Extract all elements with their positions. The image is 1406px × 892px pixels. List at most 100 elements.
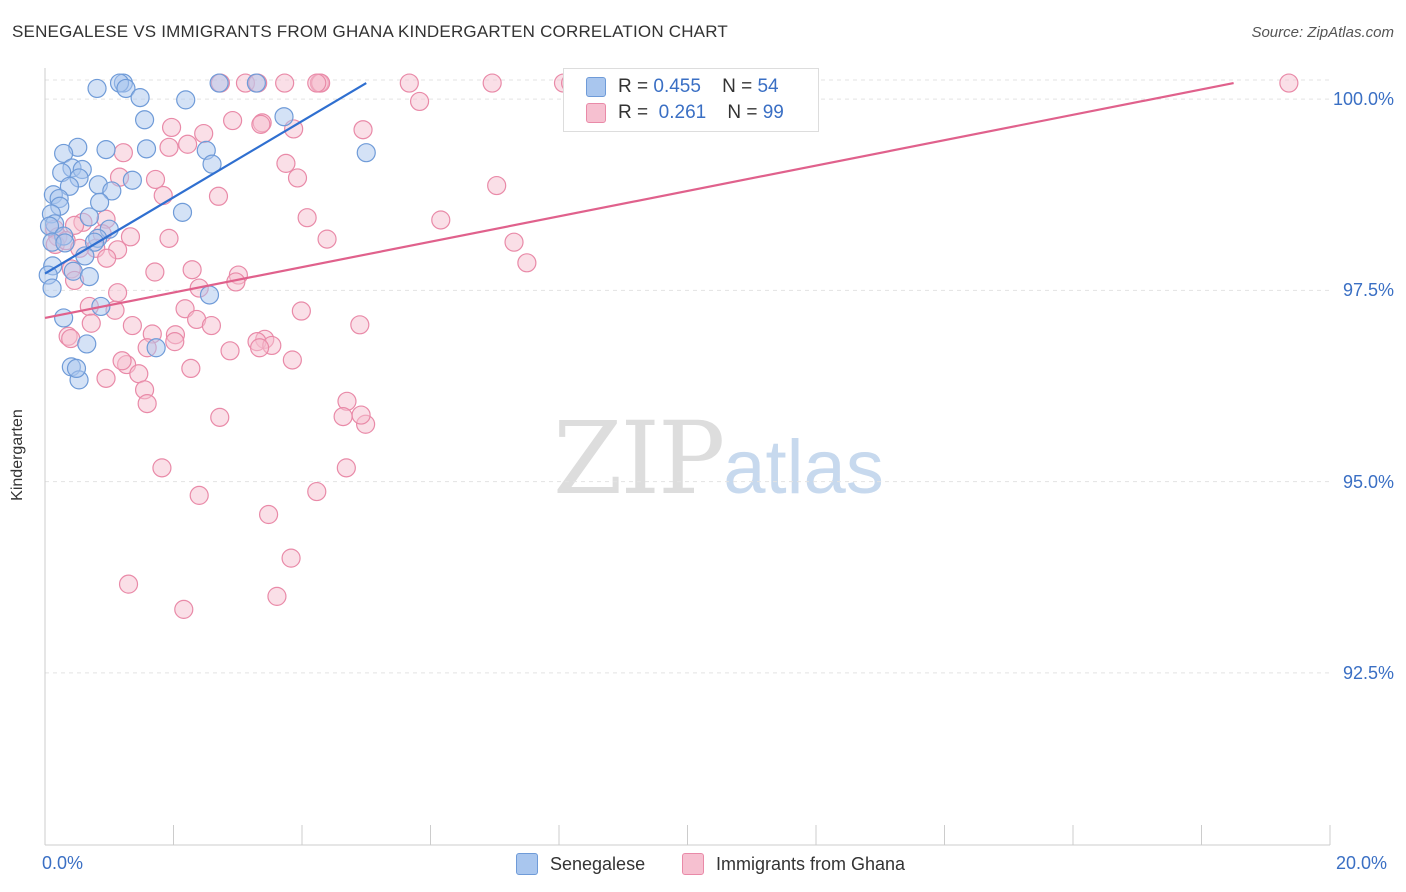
senegalese-point — [116, 78, 136, 99]
ghana-point — [267, 586, 287, 606]
ghana-point — [201, 315, 222, 336]
ghana-point — [317, 229, 337, 249]
senegalese-point — [42, 278, 62, 298]
chart-title: SENEGALESE VS IMMIGRANTS FROM GHANA KIND… — [12, 22, 728, 41]
ghana-point — [504, 232, 524, 252]
legend-r-value: 0.261 — [658, 102, 707, 123]
senegalese-point — [87, 78, 107, 99]
bottom-legend-swatch-pink — [682, 853, 704, 875]
senegalese-point — [54, 308, 74, 328]
ghana-point — [281, 548, 301, 568]
ghana-point — [165, 332, 185, 352]
ghana-point — [258, 504, 279, 525]
ghana-point — [333, 407, 353, 427]
y-tick-label: 97.5% — [1342, 280, 1394, 301]
legend-r-label: R = — [618, 102, 649, 123]
ghana-point — [350, 315, 370, 335]
ghana-point — [161, 117, 182, 138]
ghana-point — [276, 153, 296, 173]
senegalese-point — [199, 285, 220, 305]
senegalese-point — [54, 143, 74, 164]
legend-r-value: 0.455 — [653, 76, 701, 97]
legend-n-value: 54 — [757, 76, 779, 97]
senegalese-point — [122, 170, 142, 190]
legend-row-senegalese: R = 0.455 N = 54 — [586, 74, 779, 100]
ghana-point — [137, 393, 157, 414]
senegalese-point — [246, 73, 266, 93]
legend-swatch-blue — [586, 77, 606, 97]
series-immigrants-from-ghana — [45, 73, 1299, 619]
ghana-point — [159, 137, 179, 157]
source-credit: Source: ZipAtlas.com — [1251, 24, 1394, 41]
senegalese-point — [274, 107, 294, 127]
ghana-point — [287, 168, 308, 188]
senegalese-point — [55, 233, 75, 253]
ghana-point — [96, 368, 116, 388]
ghana-point — [336, 458, 356, 478]
ghana-point — [307, 73, 327, 93]
ghana-point — [399, 73, 419, 93]
ghana-point — [145, 169, 166, 190]
axes — [44, 68, 1331, 846]
ghana-point — [351, 405, 371, 425]
legend-r-label: R = — [618, 76, 649, 97]
legend-row-ghana: R = 0.261 N = 99 — [586, 100, 784, 126]
ghana-point — [122, 315, 142, 336]
senegalese-point — [130, 87, 150, 108]
correlation-legend: R = 0.455 N = 54 R = 0.261 N = 99 — [563, 68, 819, 132]
x-tick-label-max: 20.0% — [1336, 853, 1388, 873]
ghana-point — [112, 351, 132, 371]
ghana-point — [223, 110, 243, 131]
ghana-point — [297, 208, 317, 228]
y-tick-label: 100.0% — [1332, 89, 1394, 110]
ghana-point — [81, 313, 101, 333]
watermark-atlas: atlas — [723, 425, 884, 510]
senegalese-point — [79, 207, 99, 227]
senegalese-point — [63, 261, 83, 281]
senegalese-point — [134, 110, 155, 130]
senegalese-point — [96, 140, 116, 160]
legend-n-label: N = — [722, 76, 753, 97]
ghana-point — [208, 186, 229, 206]
ghana-point — [153, 185, 173, 206]
ghana-point — [178, 134, 198, 154]
bottom-legend-swatch-blue — [516, 853, 538, 875]
ghana-point — [113, 143, 133, 163]
x-tick-label-min: 0.0% — [42, 853, 84, 873]
senegalese-point — [356, 143, 376, 163]
senegalese-point — [102, 181, 122, 201]
ghana-point — [120, 227, 141, 247]
ghana-point — [275, 73, 295, 93]
ghana-point — [220, 341, 240, 361]
bottom-legend-label: Immigrants from Ghana — [716, 853, 906, 874]
trend-lines — [44, 81, 1234, 319]
ghana-point — [97, 248, 117, 268]
y-tick-label: 92.5% — [1342, 662, 1394, 683]
legend-n-label: N = — [727, 102, 758, 123]
ghana-point — [431, 210, 451, 230]
senegalese-point — [79, 267, 99, 287]
senegalese-point — [146, 338, 166, 358]
ghana-point — [174, 599, 194, 619]
ghana-point — [129, 364, 149, 384]
ghana-point — [181, 358, 201, 379]
senegalese-point — [90, 192, 110, 212]
ghana-point — [159, 228, 179, 248]
watermark: ZIPatlas — [553, 400, 884, 517]
ghana-point — [251, 114, 271, 134]
senegalese-point — [66, 358, 87, 379]
ghana-point — [409, 91, 430, 112]
y-tick-label: 95.0% — [1342, 471, 1394, 492]
senegalese-point — [209, 73, 229, 93]
bottom-legend-senegalese: Senegalese — [516, 852, 645, 876]
series-senegalese — [38, 73, 376, 390]
ghana-point — [189, 485, 209, 505]
ghana-point — [482, 73, 502, 93]
senegalese-point — [136, 139, 157, 159]
senegalese-trend-line — [44, 82, 367, 275]
ghana-point — [194, 123, 214, 144]
legend-n-value: 99 — [762, 102, 784, 123]
grid-lines — [45, 79, 1330, 674]
ghana-point — [108, 283, 128, 303]
